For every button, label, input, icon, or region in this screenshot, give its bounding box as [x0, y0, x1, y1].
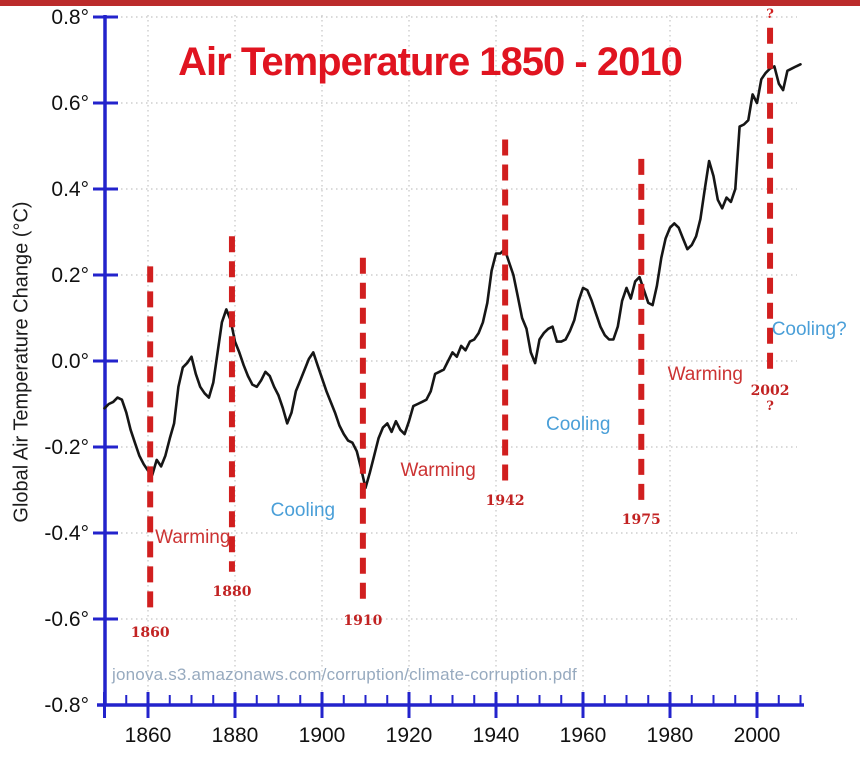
- phase-label-cooling-1: Cooling: [270, 500, 336, 522]
- x-tick-label: 1940: [473, 724, 520, 747]
- temperature-line: [103, 63, 802, 490]
- x-tick-label: 1980: [647, 724, 694, 747]
- y-tick-label: 0.2°: [51, 264, 89, 287]
- question-mark-top: ?: [766, 6, 774, 22]
- x-tick-label: 2000: [734, 724, 781, 747]
- y-tick-label: 0.4°: [51, 178, 89, 201]
- axis-tick-labels: 0.8° 0.6° 0.4° 0.2° 0.0° -0.2° -0.4° -0.6° -0.8°…: [44, 6, 780, 747]
- y-tick-label: -0.6°: [44, 608, 89, 631]
- y-axis-title: Global Air Temperature Change (°C): [10, 201, 33, 523]
- watermark-url: jonova.s3.amazonaws.com/corruption/clima…: [112, 665, 577, 684]
- x-tick-label: 1920: [386, 724, 433, 747]
- temperature-series-path: [103, 63, 802, 490]
- y-tick-label: -0.8°: [44, 694, 89, 717]
- phase-label-cooling-5: Cooling?: [771, 319, 847, 341]
- phase-label-cooling-3: Cooling: [545, 414, 611, 436]
- phase-label-warming-2: Warming: [400, 460, 476, 482]
- warming-cooling-marker-lines: [147, 27, 774, 611]
- y-tick-label: 0.8°: [51, 6, 89, 29]
- marker-year-label-1975: 1975: [621, 512, 661, 529]
- gridlines: [106, 15, 797, 704]
- question-mark-below-2002: ?: [766, 399, 774, 414]
- axes: [93, 15, 804, 718]
- marker-year-label-1880: 1880: [212, 583, 252, 600]
- phase-label-warming-0: Warming: [155, 527, 231, 549]
- y-tick-label: -0.2°: [44, 436, 89, 459]
- x-tick-label: 1960: [560, 724, 607, 747]
- x-tick-label: 1900: [299, 724, 346, 747]
- y-tick-label: 0.6°: [51, 92, 89, 115]
- marker-year-label-1942: 1942: [485, 493, 525, 510]
- phase-label-warming-4: Warming: [667, 364, 743, 386]
- marker-year-label-2002: 2002: [750, 383, 790, 400]
- y-tick-label: -0.4°: [44, 522, 89, 545]
- marker-year-label-1860: 1860: [130, 625, 170, 642]
- x-tick-label: 1860: [125, 724, 172, 747]
- top-edge-red-strip: [0, 0, 860, 6]
- x-tick-label: 1880: [212, 724, 259, 747]
- marker-year-label-1910: 1910: [343, 613, 383, 630]
- chart-title: Air Temperature 1850 - 2010: [178, 40, 683, 84]
- y-tick-label: 0.0°: [51, 350, 89, 373]
